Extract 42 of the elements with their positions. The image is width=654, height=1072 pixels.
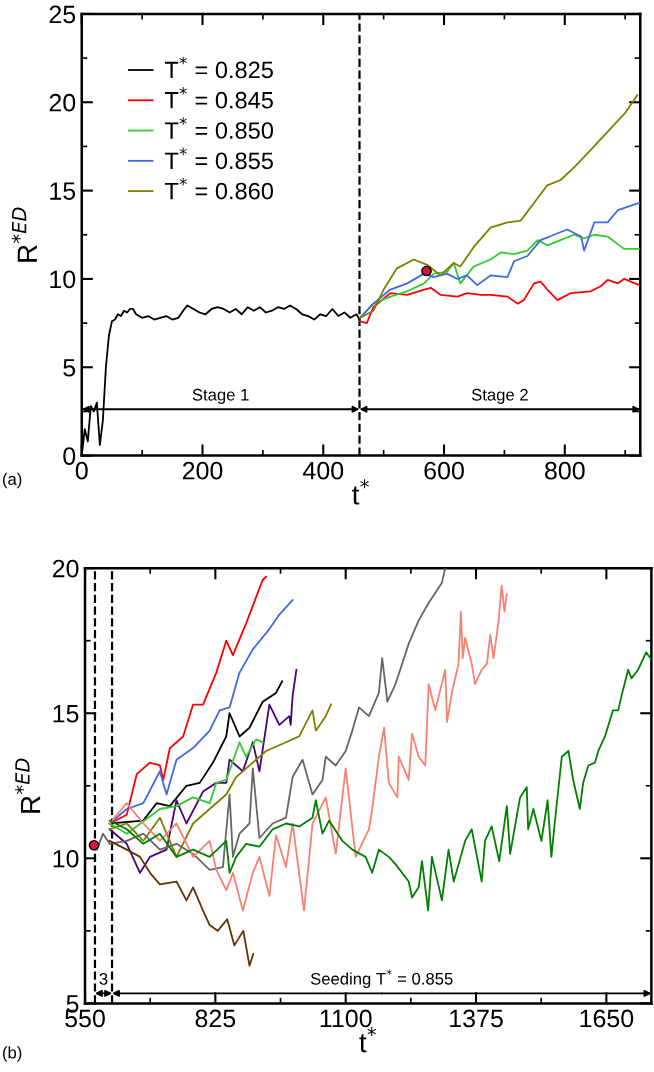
line-series [108, 738, 264, 835]
line-series [108, 584, 508, 912]
annotation: Seeding T$^{*}$ = 0.855 [310, 969, 453, 988]
annotation: Stage 1 [192, 388, 249, 404]
y-tick-label: 5 [63, 359, 76, 377]
y-tick-label: 20 [49, 93, 76, 112]
annotation: 3 [99, 973, 108, 985]
x-axis-title: t$^{*}$ [359, 1027, 377, 1053]
line-series [108, 840, 255, 967]
y-tick-label: 10 [53, 849, 79, 868]
x-tick-label: 1650 [580, 1009, 634, 1028]
x-tick-label: 1100 [320, 1009, 372, 1028]
y-axis-title: R$^{*ED}$ [15, 758, 41, 813]
legend-label: T$^{*}$ = 0.845 [164, 87, 273, 109]
x-tick-label: 200 [182, 461, 223, 480]
x-tick-label: 400 [302, 461, 344, 480]
line-series [359, 278, 640, 325]
line-series [359, 94, 639, 319]
line-series [108, 668, 298, 874]
line-series [108, 703, 332, 858]
y-tick-label: 10 [50, 270, 76, 289]
legend-label: T$^{*}$ = 0.860 [164, 177, 274, 200]
legend-label: T$^{*}$ = 0.850 [164, 117, 274, 139]
x-tick-label: 825 [195, 1009, 236, 1028]
y-tick-label: 25 [49, 5, 76, 24]
line-series [108, 651, 652, 912]
x-tick-label: 1375 [450, 1009, 503, 1028]
annotation: Stage 2 [471, 388, 528, 404]
x-tick-label: 600 [424, 461, 464, 480]
legend-label: T$^{*}$ = 0.855 [164, 147, 273, 170]
text: (a) [3, 472, 22, 489]
y-tick-label: 15 [53, 705, 79, 723]
y-tick-label: 0 [63, 447, 76, 465]
line-series [108, 680, 284, 825]
x-tick-label: 800 [545, 461, 585, 480]
text: (b) [3, 1046, 22, 1062]
y-tick-label: 15 [50, 182, 76, 200]
legend-label: T$^{*}$ = 0.825 [164, 56, 273, 79]
x-axis-title: t$^{*}$ [352, 479, 369, 505]
y-axis-title: R$^{*ED}$ [11, 207, 37, 262]
y-tick-label: 20 [52, 559, 79, 578]
line-series [359, 202, 640, 319]
